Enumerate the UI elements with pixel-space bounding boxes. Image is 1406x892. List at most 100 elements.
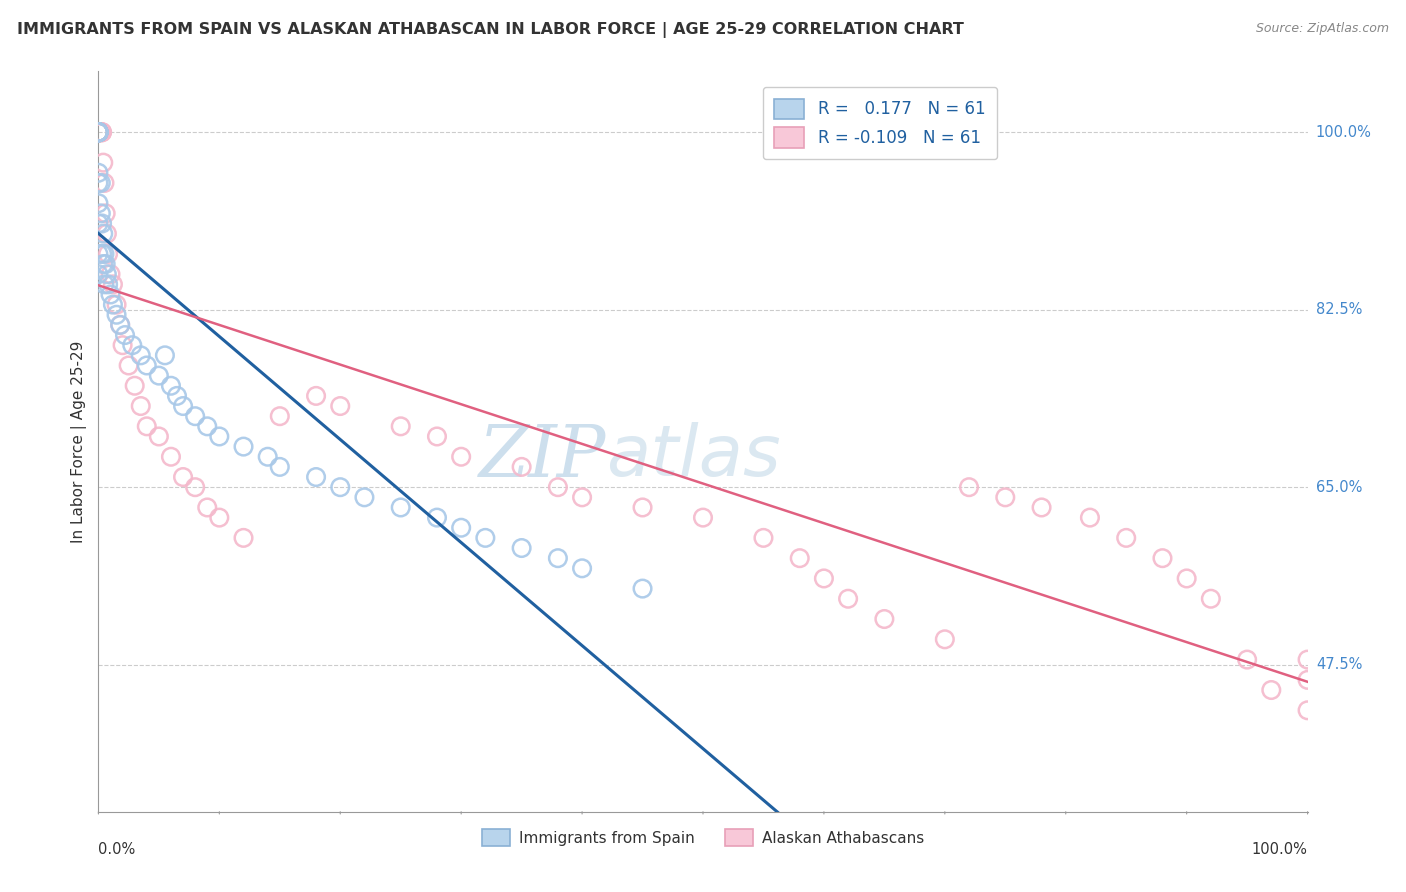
Point [934, 632, 956, 647]
Point [97, 277, 120, 292]
Point [105, 298, 128, 312]
Point [1152, 551, 1174, 566]
Legend: Immigrants from Spain, Alaskan Athabascans: Immigrants from Spain, Alaskan Athabasca… [477, 823, 929, 852]
Point [87, 125, 110, 139]
Point [1199, 591, 1222, 606]
Point [813, 571, 835, 585]
Text: IMMIGRANTS FROM SPAIN VS ALASKAN ATHABASCAN IN LABOR FORCE | AGE 25-29 CORRELATI: IMMIGRANTS FROM SPAIN VS ALASKAN ATHABAS… [17, 22, 963, 38]
Point [631, 500, 654, 515]
Point [129, 399, 152, 413]
Point [208, 429, 231, 443]
Point [353, 491, 375, 505]
Point [91, 227, 114, 241]
Point [184, 409, 207, 424]
Point [269, 459, 291, 474]
Point [195, 419, 218, 434]
Point [87, 125, 110, 139]
Point [329, 480, 352, 494]
Point [108, 318, 131, 332]
Point [105, 308, 128, 322]
Point [1296, 703, 1319, 717]
Point [208, 510, 231, 524]
Point [994, 491, 1017, 505]
Point [114, 328, 136, 343]
Point [87, 125, 110, 139]
Point [87, 125, 110, 139]
Point [93, 277, 115, 292]
Point [510, 459, 533, 474]
Point [87, 125, 110, 139]
Point [160, 378, 183, 392]
Point [172, 399, 194, 413]
Point [90, 125, 112, 139]
Point [91, 257, 114, 271]
Point [94, 257, 117, 271]
Point [195, 500, 218, 515]
Point [148, 368, 170, 383]
Point [93, 176, 115, 190]
Point [450, 450, 472, 464]
Point [96, 267, 118, 281]
Point [87, 166, 110, 180]
Point [108, 318, 131, 332]
Point [93, 247, 115, 261]
Point [87, 125, 110, 139]
Point [153, 348, 176, 362]
Point [87, 125, 110, 139]
Text: Source: ZipAtlas.com: Source: ZipAtlas.com [1256, 22, 1389, 36]
Point [305, 389, 328, 403]
Point [1115, 531, 1137, 545]
Point [510, 541, 533, 555]
Point [101, 298, 124, 312]
Text: atlas: atlas [606, 422, 780, 491]
Point [837, 591, 859, 606]
Point [101, 277, 124, 292]
Point [118, 359, 141, 373]
Point [474, 531, 496, 545]
Point [87, 247, 110, 261]
Text: ZIP: ZIP [479, 421, 606, 491]
Point [111, 338, 134, 352]
Point [389, 419, 412, 434]
Point [256, 450, 278, 464]
Point [91, 155, 114, 169]
Point [87, 217, 110, 231]
Point [752, 531, 775, 545]
Point [91, 125, 114, 139]
Point [97, 247, 120, 261]
Point [91, 125, 114, 139]
Text: 47.5%: 47.5% [1316, 657, 1362, 673]
Point [87, 125, 110, 139]
Point [90, 125, 112, 139]
Point [450, 521, 472, 535]
Point [426, 510, 449, 524]
Point [389, 500, 412, 515]
Point [90, 206, 112, 220]
Point [87, 125, 110, 139]
Point [1175, 571, 1198, 585]
Text: 0.0%: 0.0% [98, 842, 135, 857]
Point [547, 480, 569, 494]
Point [87, 125, 110, 139]
Point [89, 125, 111, 139]
Text: 65.0%: 65.0% [1316, 480, 1362, 495]
Point [91, 217, 114, 231]
Point [96, 227, 118, 241]
Point [232, 440, 254, 454]
Point [873, 612, 896, 626]
Point [1078, 510, 1101, 524]
Point [305, 470, 328, 484]
Text: 100.0%: 100.0% [1251, 842, 1308, 857]
Point [135, 419, 157, 434]
Point [957, 480, 980, 494]
Point [692, 510, 714, 524]
Point [547, 551, 569, 566]
Point [91, 247, 114, 261]
Point [129, 348, 152, 362]
Point [789, 551, 811, 566]
Point [135, 359, 157, 373]
Point [269, 409, 291, 424]
Point [87, 125, 110, 139]
Point [87, 196, 110, 211]
Point [1296, 673, 1319, 687]
